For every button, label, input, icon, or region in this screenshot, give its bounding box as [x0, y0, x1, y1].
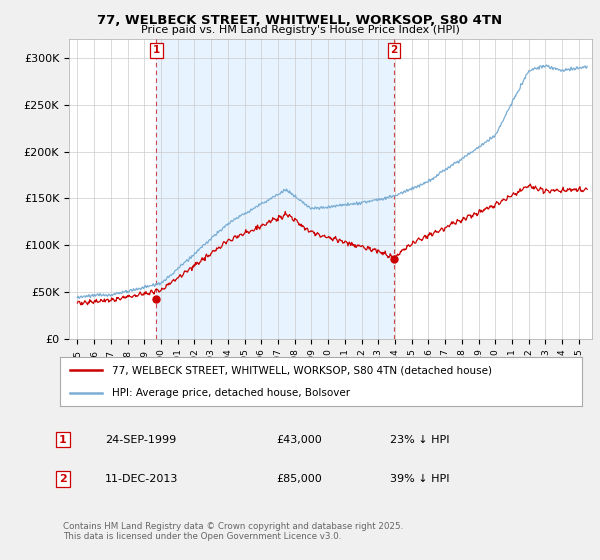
- Text: 2: 2: [59, 474, 67, 484]
- Text: 39% ↓ HPI: 39% ↓ HPI: [390, 474, 449, 484]
- Text: Price paid vs. HM Land Registry's House Price Index (HPI): Price paid vs. HM Land Registry's House …: [140, 25, 460, 35]
- Text: 24-SEP-1999: 24-SEP-1999: [105, 435, 176, 445]
- Text: HPI: Average price, detached house, Bolsover: HPI: Average price, detached house, Bols…: [112, 388, 350, 398]
- Text: £85,000: £85,000: [276, 474, 322, 484]
- Text: 23% ↓ HPI: 23% ↓ HPI: [390, 435, 449, 445]
- Text: Contains HM Land Registry data © Crown copyright and database right 2025.
This d: Contains HM Land Registry data © Crown c…: [63, 522, 403, 542]
- Text: 11-DEC-2013: 11-DEC-2013: [105, 474, 178, 484]
- Text: 77, WELBECK STREET, WHITWELL, WORKSOP, S80 4TN: 77, WELBECK STREET, WHITWELL, WORKSOP, S…: [97, 14, 503, 27]
- Text: 1: 1: [59, 435, 67, 445]
- Bar: [157, 39, 394, 339]
- Text: £43,000: £43,000: [276, 435, 322, 445]
- Text: 2: 2: [391, 45, 398, 55]
- Text: 77, WELBECK STREET, WHITWELL, WORKSOP, S80 4TN (detached house): 77, WELBECK STREET, WHITWELL, WORKSOP, S…: [112, 365, 492, 375]
- Text: 1: 1: [153, 45, 160, 55]
